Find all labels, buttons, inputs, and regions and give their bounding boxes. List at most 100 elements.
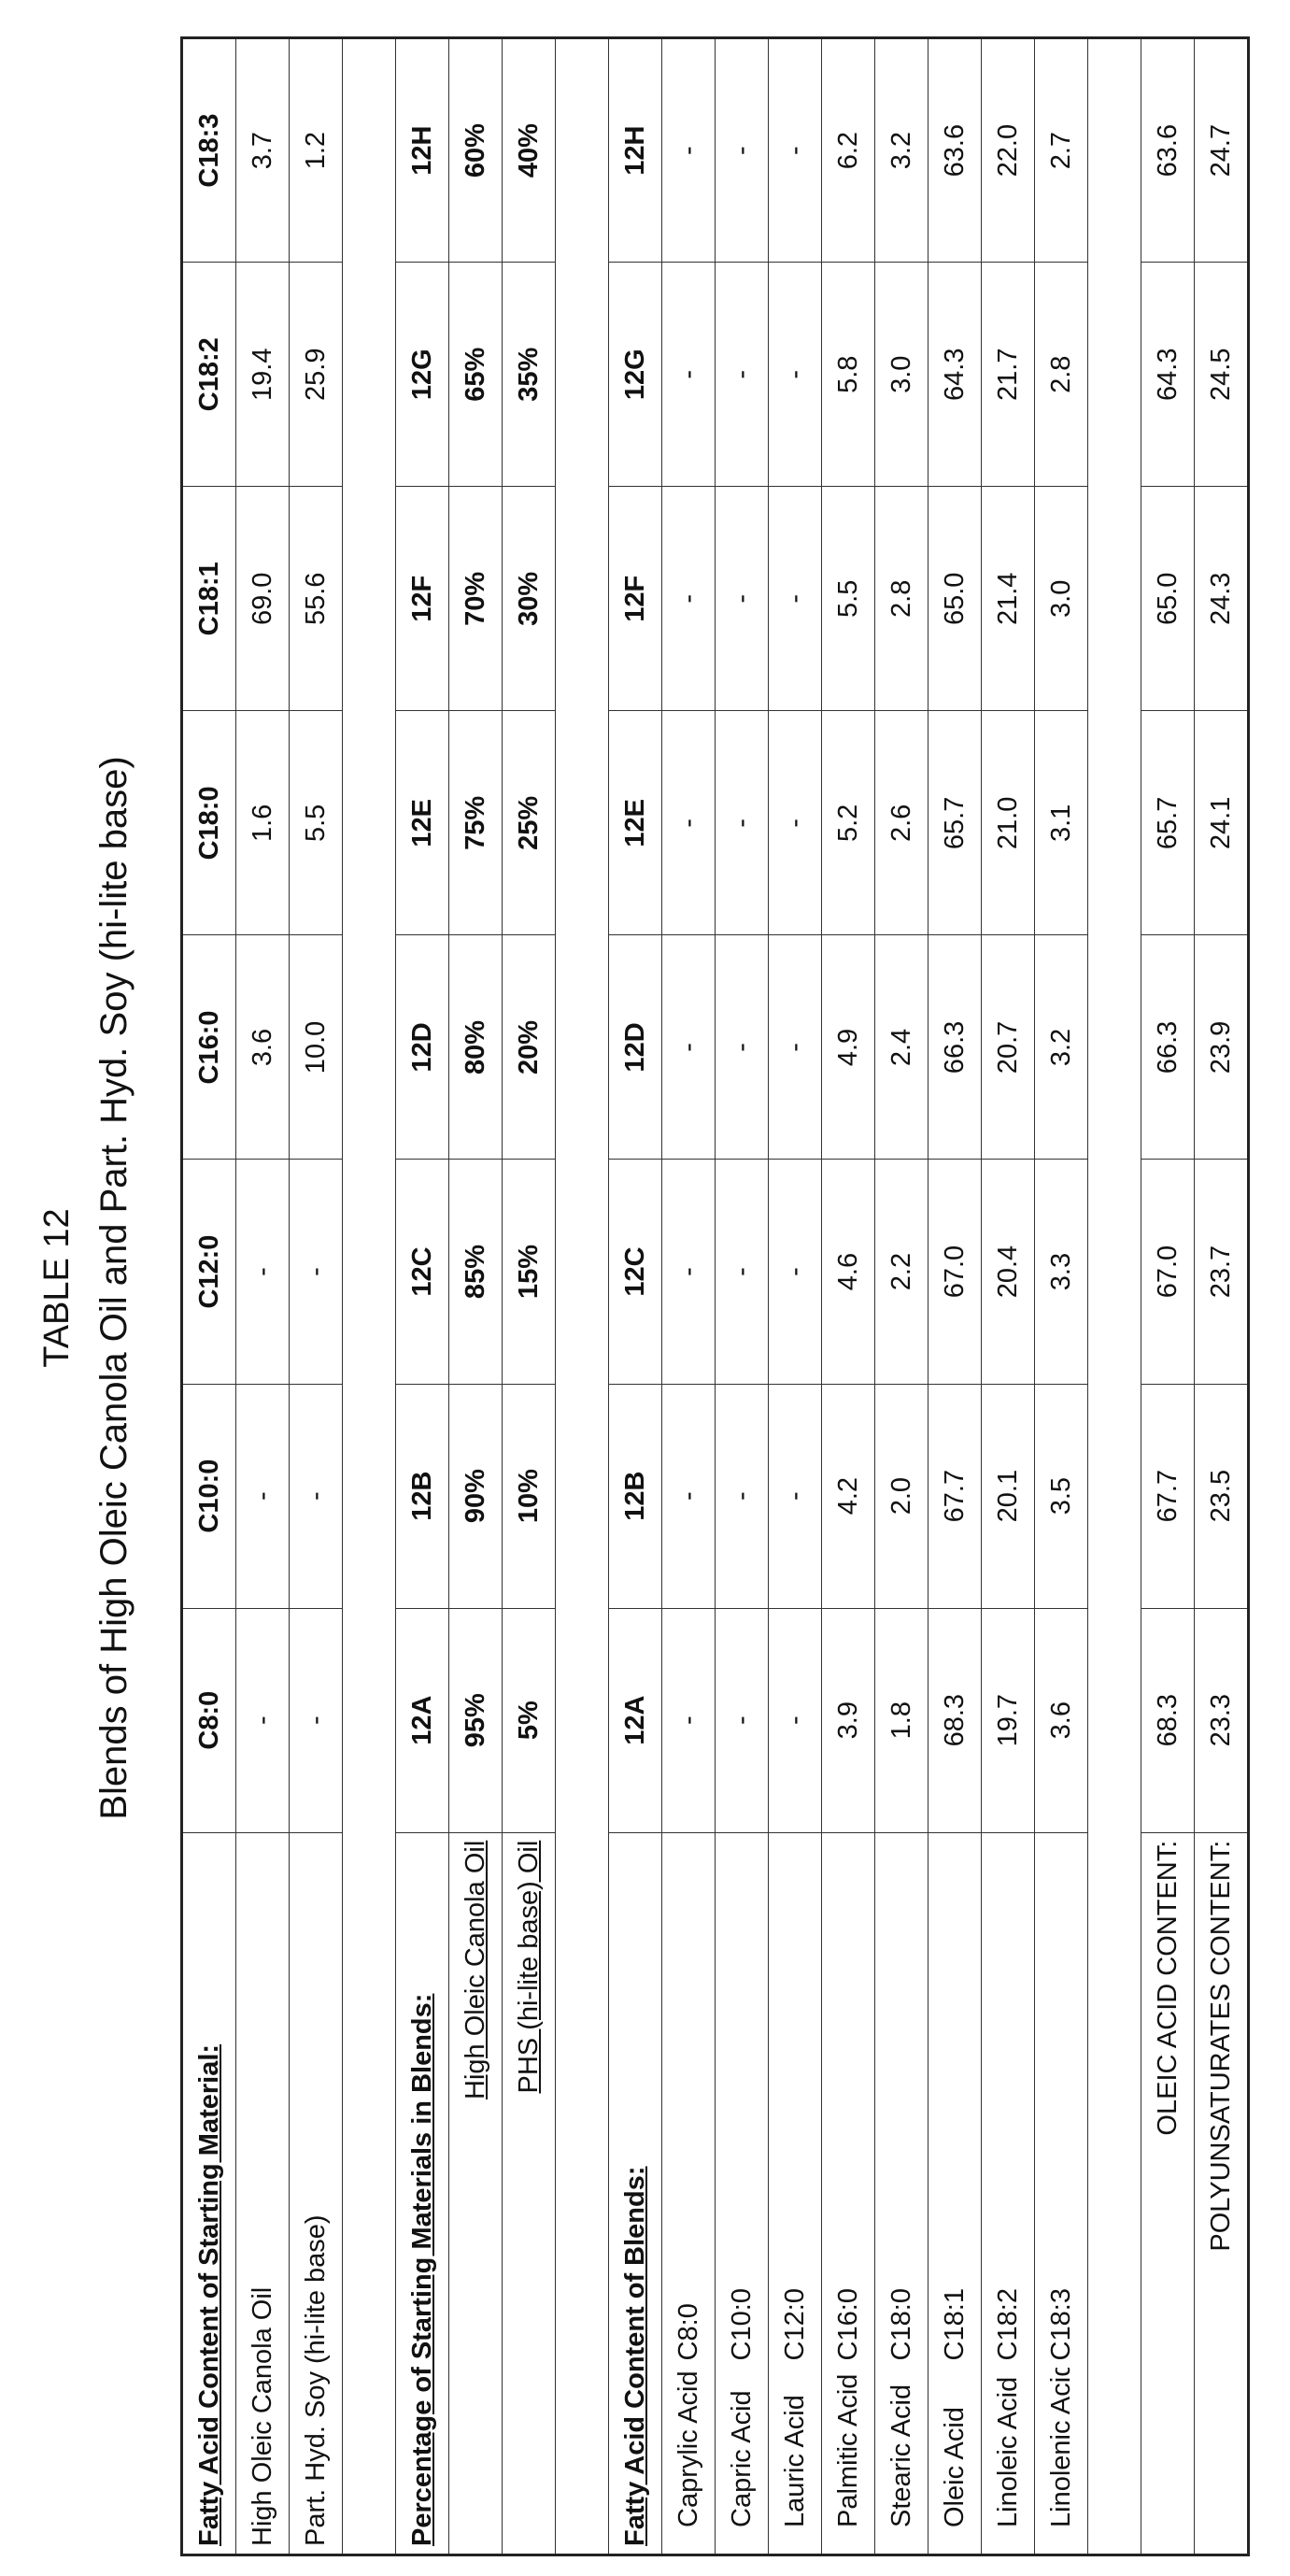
header-value: C18:1 [194, 562, 224, 635]
header-value: C18:2 [194, 337, 224, 411]
value-text: - [301, 1267, 331, 1276]
value-text: - [248, 1491, 277, 1501]
value-cell: 25% [503, 711, 556, 935]
value-text: 5.5 [833, 580, 863, 618]
value-cell: 2.4 [875, 935, 929, 1160]
row-code: C18:1 [929, 1832, 982, 2368]
header-cell: 12E [609, 711, 662, 935]
value-text: 30% [514, 572, 544, 626]
value-cell: - [716, 1160, 769, 1384]
value-text: 1.2 [301, 132, 331, 169]
value-text: - [673, 146, 703, 155]
value-cell: 67.7 [929, 1384, 982, 1608]
header-cell: 12F [609, 487, 662, 711]
value-cell: 24.3 [1195, 487, 1249, 711]
code-text: C8:0 [673, 2303, 703, 2360]
row-code: C8:0 [662, 1832, 716, 2368]
spacer-row [1088, 38, 1141, 2555]
value-text: 64.3 [940, 349, 970, 401]
value-text: 4.9 [833, 1029, 863, 1066]
value-cell: 3.6 [236, 935, 290, 1160]
value-text: - [727, 1043, 757, 1052]
spacer-cell [343, 487, 396, 711]
value-cell: - [769, 1160, 822, 1384]
header-value: C16:0 [194, 1010, 224, 1084]
value-cell: - [290, 1160, 343, 1384]
value-text: 2.8 [1046, 356, 1076, 393]
value-cell: - [716, 487, 769, 711]
value-cell: - [769, 263, 822, 487]
value-cell: - [716, 1384, 769, 1608]
value-text: 19.7 [993, 1694, 1023, 1746]
value-cell: 35% [503, 263, 556, 487]
data-row: Stearic AcidC18:01.82.02.22.42.62.83.03.… [875, 38, 929, 2555]
header-value: 12H [620, 126, 650, 176]
value-cell: 3.3 [1035, 1160, 1088, 1384]
header-value: 12C [407, 1246, 437, 1296]
data-row: Palmitic AcidC16:03.94.24.64.95.25.55.86… [822, 38, 875, 2555]
value-text: 66.3 [940, 1021, 970, 1074]
value-text: 10% [514, 1469, 544, 1523]
spacer-cell [556, 711, 609, 935]
value-text: - [673, 1715, 703, 1725]
value-cell: 3.0 [1035, 487, 1088, 711]
row-code: C10:0 [716, 1832, 769, 2368]
header-value: 12D [407, 1022, 437, 1072]
value-text: 68.3 [940, 1694, 970, 1746]
value-cell: 22.0 [982, 38, 1035, 263]
value-cell: - [769, 1384, 822, 1608]
value-cell: 95% [449, 1608, 503, 1832]
header-cell: 12C [396, 1160, 449, 1384]
value-cell: 67.0 [1141, 1160, 1195, 1384]
label-text: Stearic Acid [886, 2384, 916, 2527]
label-text: Capric Acid [727, 2390, 757, 2527]
header-cell: 12H [396, 38, 449, 263]
value-cell: 21.7 [982, 263, 1035, 487]
value-cell: - [236, 1384, 290, 1608]
label-text: POLYUNSATURATES CONTENT: [1206, 1841, 1236, 2252]
value-cell: 2.8 [1035, 263, 1088, 487]
code-text: C18:2 [993, 2288, 1023, 2360]
value-text: 15% [514, 1245, 544, 1299]
value-text: 85% [461, 1245, 490, 1299]
spacer-cell [1088, 1832, 1141, 2555]
label-text: PHS (hi-lite base) Oil [514, 1841, 544, 2094]
value-text: 2.8 [886, 580, 916, 618]
value-text: 75% [461, 796, 490, 850]
value-cell: 21.0 [982, 711, 1035, 935]
value-cell: 24.1 [1195, 711, 1249, 935]
value-text: 69.0 [248, 573, 277, 625]
header-value: 12C [620, 1246, 650, 1296]
value-cell: 2.0 [875, 1384, 929, 1608]
value-text: - [780, 1267, 810, 1276]
value-text: 65.7 [1153, 797, 1183, 849]
value-cell: - [290, 1384, 343, 1608]
value-cell: - [716, 38, 769, 263]
value-cell: 55.6 [290, 487, 343, 711]
value-text: 20% [514, 1020, 544, 1075]
header-value: C18:0 [194, 786, 224, 860]
spacer-cell [1088, 711, 1141, 935]
section-header: Fatty Acid Content of Blends:12A12B12C12… [609, 38, 662, 2555]
header-value: C10:0 [194, 1459, 224, 1533]
value-cell: - [662, 1608, 716, 1832]
value-text: 95% [461, 1693, 490, 1747]
header-label: Fatty Acid Content of Blends: [609, 1832, 662, 2555]
value-cell: 1.8 [875, 1608, 929, 1832]
data-row: OLEIC ACID CONTENT:68.367.767.066.365.76… [1141, 38, 1195, 2555]
header-cell: 12D [609, 935, 662, 1160]
value-cell: 23.9 [1195, 935, 1249, 1160]
spacer-cell [1088, 487, 1141, 711]
spacer-cell [556, 487, 609, 711]
value-text: 3.0 [886, 356, 916, 393]
value-cell: 20.7 [982, 935, 1035, 1160]
value-text: 4.2 [833, 1477, 863, 1515]
value-cell: 66.3 [929, 935, 982, 1160]
value-text: 25% [514, 796, 544, 850]
header-cell: C18:0 [182, 711, 236, 935]
value-cell: 65% [449, 263, 503, 487]
value-text: 63.6 [1153, 124, 1183, 177]
value-text: - [673, 818, 703, 828]
header-cell: 12D [396, 935, 449, 1160]
